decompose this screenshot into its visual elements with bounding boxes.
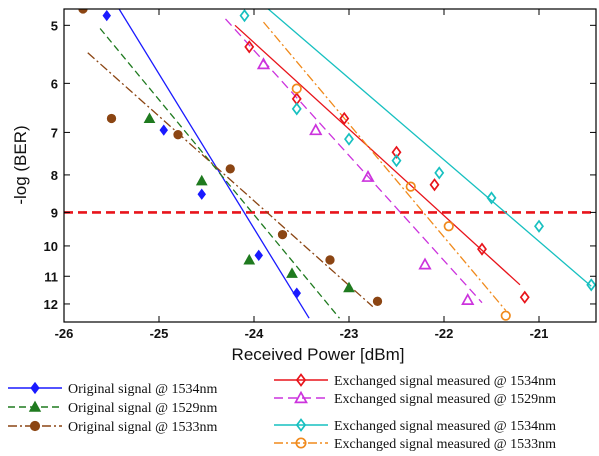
data-point-series-6-2: [291, 102, 302, 116]
data-point-series-5-1: [256, 57, 271, 70]
y-tick-label: 9: [51, 205, 58, 220]
data-point-series-2-3: [243, 253, 256, 265]
legend-marker-5: [294, 390, 308, 404]
data-point-series-3-1: [78, 9, 88, 14]
legend-label-1: Original signal @ 1534nm: [68, 382, 217, 397]
legend-label-6: Exchanged signal measured @ 1534nm: [334, 419, 556, 434]
fit-line-series-3: [87, 52, 374, 308]
data-point-series-3-7: [372, 296, 383, 306]
legend-marker-1: [30, 381, 40, 395]
y-tick-label: 5: [51, 18, 58, 33]
data-point-series-3-4: [225, 164, 235, 174]
data-point-series-6-6: [486, 191, 497, 205]
y-axis-title: -log (BER): [11, 125, 30, 204]
data-point-series-3-3: [173, 130, 183, 140]
fit-line-series-4: [234, 24, 521, 286]
x-tick-label: -22: [435, 326, 454, 341]
y-tick-label: 10: [44, 239, 58, 254]
data-point-series-4-6: [477, 242, 487, 256]
data-point-series-3-6: [325, 255, 335, 265]
data-point-series-6-1: [239, 9, 250, 23]
legend-label-5: Exchanged signal measured @ 1529nm: [334, 392, 556, 407]
legend-marker-7: [295, 437, 307, 449]
axis-ticks: 5 6 7 8 9 10 11 12 -26 -25 -24 -23 -22 -21: [44, 9, 596, 341]
y-tick-label: 7: [51, 125, 58, 140]
y-tick-label: 12: [44, 297, 58, 312]
data-point-series-5-4: [418, 257, 432, 270]
data-point-series-2-1: [143, 112, 156, 124]
y-tick-label: 6: [51, 76, 58, 91]
x-tick-label: -26: [55, 326, 74, 341]
data-point-series-6-7: [534, 219, 544, 233]
x-tick-label: -21: [530, 326, 549, 341]
legend-marker-3: [29, 420, 41, 432]
legend: Original signal @ 1534nm Original signal …: [8, 373, 556, 452]
data-point-series-4-3: [339, 111, 350, 126]
data-point-series-1-1: [102, 9, 111, 22]
data-point-series-7-4: [500, 310, 511, 321]
fit-line-series-1: [118, 9, 310, 319]
fit-line-series-7: [263, 21, 507, 311]
legend-label-4: Exchanged signal measured @ 1534nm: [334, 374, 556, 389]
legend-item-5: Exchanged signal measured @ 1529nm: [274, 390, 556, 407]
data-point-series-5-2: [309, 123, 323, 136]
data-point-series-7-1: [291, 83, 302, 94]
data-point-series-6-5: [434, 166, 445, 180]
data-point-series-1-5: [292, 287, 301, 299]
data-point-series-2-5: [343, 281, 355, 293]
x-tick-label: -24: [245, 326, 265, 341]
data-point-series-1-2: [159, 124, 168, 136]
data-point-series-3-5: [277, 229, 288, 240]
legend-label-2: Original signal @ 1529nm: [68, 401, 217, 416]
fit-line-series-6: [267, 9, 592, 287]
data-point-series-1-4: [254, 249, 264, 262]
legend-label-7: Exchanged signal measured @ 1533nm: [334, 437, 556, 452]
data-point-series-5-5: [461, 293, 475, 305]
legend-item-2: Original signal @ 1529nm: [8, 400, 217, 416]
data-point-series-1-3: [197, 188, 206, 200]
data-point-series-6-3: [344, 132, 354, 146]
x-tick-label: -25: [150, 326, 169, 341]
legend-label-3: Original signal @ 1533nm: [68, 420, 217, 435]
data-point-series-5-3: [361, 169, 375, 182]
data-point-series-7-3: [443, 221, 454, 232]
legend-item-7: Exchanged signal measured @ 1533nm: [274, 437, 556, 452]
fit-line-series-2: [99, 28, 341, 319]
plot-area: [64, 9, 596, 321]
data-point-series-4-1: [244, 40, 255, 54]
legend-item-4: Exchanged signal measured @ 1534nm: [274, 373, 556, 389]
legend-item-1: Original signal @ 1534nm: [8, 381, 217, 397]
legend-marker-2: [28, 400, 42, 412]
legend-marker-6: [295, 418, 307, 432]
data-point-series-4-4: [391, 145, 402, 159]
y-tick-label: 8: [51, 168, 58, 183]
data-point-series-4-5: [429, 178, 440, 192]
data-point-series-3-2: [106, 113, 117, 124]
legend-item-6: Exchanged signal measured @ 1534nm: [274, 418, 556, 434]
data-point-series-6-4: [391, 154, 402, 168]
data-point-series-6-8: [586, 278, 596, 292]
x-tick-label: -23: [340, 326, 359, 341]
legend-item-3: Original signal @ 1533nm: [8, 420, 217, 435]
legend-marker-4: [295, 373, 307, 387]
x-axis-title: Received Power [dBm]: [232, 345, 405, 364]
plot-frame: [63, 8, 597, 323]
data-point-series-7-2: [405, 181, 416, 192]
data-point-series-2-4: [286, 267, 298, 278]
y-tick-label: 11: [44, 269, 58, 284]
data-point-series-2-2: [195, 174, 208, 186]
data-point-series-4-7: [519, 290, 530, 304]
